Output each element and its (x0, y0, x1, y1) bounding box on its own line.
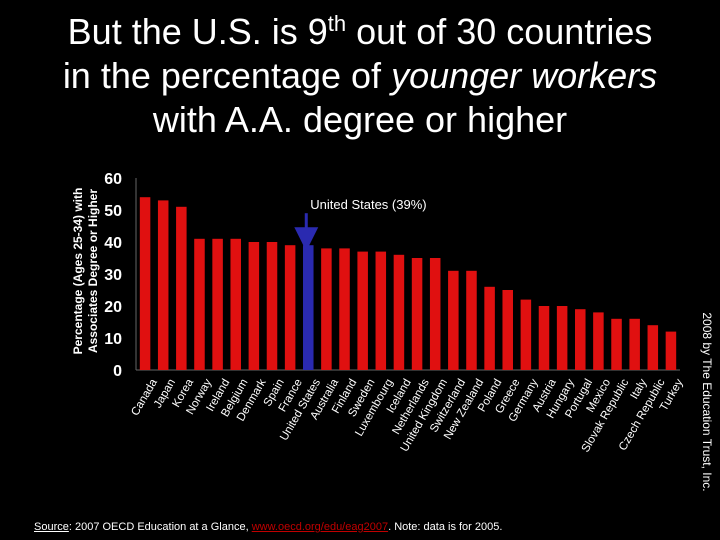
bar (411, 258, 423, 370)
title-line-3: with A.A. degree or higher (152, 99, 568, 140)
bar (484, 286, 495, 370)
source-text-2: . Note: data is for 2005. (388, 521, 503, 533)
chart-title: But the U.S. is 9th out of 30 countries … (0, 10, 720, 142)
bar (593, 312, 604, 370)
y-tick-label: 20 (104, 299, 122, 316)
title-line-1: But the U.S. is 9th out of 30 countries (67, 11, 653, 52)
bar (466, 270, 477, 370)
bars-group (139, 197, 677, 370)
bar (629, 318, 640, 370)
bar (357, 251, 368, 370)
bar (339, 248, 350, 370)
bar (393, 254, 405, 370)
bar (194, 238, 205, 370)
title-line-2: in the percentage of younger workers (62, 55, 658, 96)
y-axis: 0 10 20 30 40 50 60 (104, 171, 680, 380)
bar (284, 245, 296, 370)
y-tick-label: 30 (104, 267, 122, 284)
bar (575, 309, 586, 370)
bar (556, 306, 568, 370)
bar (538, 306, 550, 370)
bar (647, 325, 659, 370)
annotation-group: United States (39%) (294, 197, 427, 252)
bar (611, 318, 622, 370)
y-tick-label: 40 (104, 235, 122, 252)
bar (230, 238, 241, 370)
bar (448, 270, 459, 370)
bar (520, 299, 532, 370)
y-tick-label: 0 (113, 363, 122, 380)
source-note: Source: 2007 OECD Education at a Glance,… (34, 521, 502, 533)
copyright-credit: 2008 by The Education Trust, Inc. (700, 312, 714, 492)
bar (139, 197, 151, 370)
annotation-label: United States (39%) (310, 197, 426, 212)
bar (212, 238, 223, 370)
y-tick-label: 60 (104, 171, 122, 188)
source-link[interactable]: www.oecd.org/edu/eag2007 (251, 521, 389, 533)
x-axis-labels: CanadaJapanKoreaNorwayIrelandBelgiumDenm… (129, 377, 686, 455)
bar (248, 242, 260, 370)
source-text-1: : 2007 OECD Education at a Glance, (68, 521, 252, 533)
bar (157, 200, 169, 370)
bar (665, 331, 677, 370)
bar (502, 290, 513, 370)
bar-highlighted (303, 245, 314, 370)
source-label: Source (34, 521, 69, 533)
bar (176, 206, 187, 370)
bar (266, 242, 278, 370)
y-tick-label: 50 (104, 203, 122, 220)
y-tick-label: 10 (104, 331, 122, 348)
bar (321, 248, 332, 370)
bar (429, 258, 441, 370)
bar (375, 251, 387, 370)
